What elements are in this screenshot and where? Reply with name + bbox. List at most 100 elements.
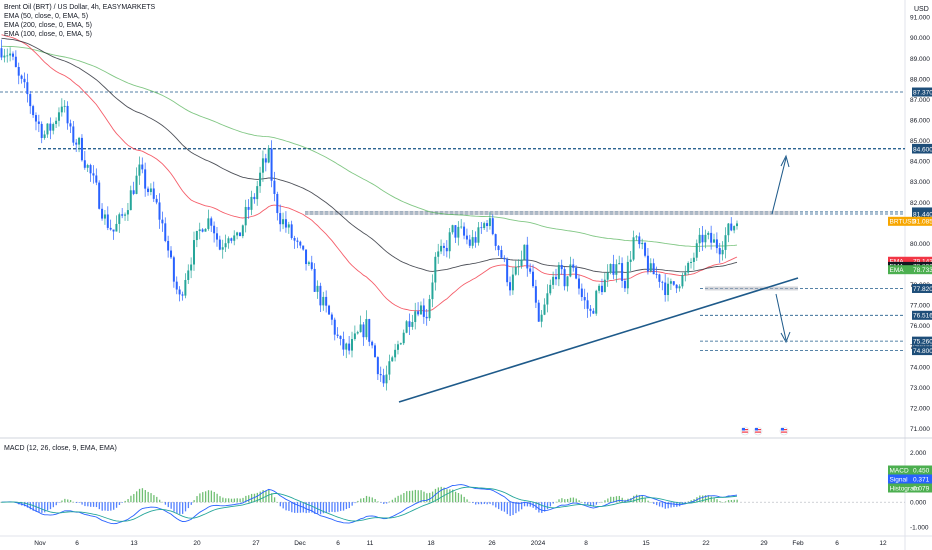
candle-body bbox=[330, 314, 333, 320]
candle-body bbox=[669, 281, 672, 284]
candle-body bbox=[509, 282, 512, 291]
macd-histogram-bar bbox=[391, 499, 394, 503]
macd-histogram-bar bbox=[673, 502, 675, 508]
macd-histogram-bar bbox=[679, 502, 681, 507]
macd-histogram-bar bbox=[104, 502, 106, 511]
macd-histogram-bar bbox=[684, 502, 687, 504]
macd-histogram-bar bbox=[716, 499, 718, 503]
macd-histogram-bar bbox=[340, 502, 342, 511]
candle-body bbox=[336, 334, 339, 336]
candle-body bbox=[43, 134, 46, 138]
candle-body bbox=[72, 126, 75, 143]
price-tick-label: 73.000 bbox=[910, 385, 930, 392]
macd-histogram-bar bbox=[176, 502, 178, 514]
candle-body bbox=[187, 270, 190, 280]
macd-histogram-bar bbox=[472, 502, 474, 504]
ema-lines bbox=[1, 34, 738, 312]
candle-body bbox=[376, 357, 379, 375]
us-flag-icon bbox=[755, 431, 761, 433]
candle-body bbox=[362, 324, 365, 338]
macd-histogram-bar bbox=[722, 502, 724, 503]
price-tag-value: 77.820 bbox=[913, 286, 932, 293]
price-tick-label: 90.000 bbox=[910, 35, 930, 42]
candle-body bbox=[155, 198, 158, 203]
candle-body bbox=[132, 190, 135, 194]
macd-histogram-bar bbox=[592, 502, 595, 507]
candle-body bbox=[66, 105, 69, 124]
candle-body bbox=[623, 280, 626, 289]
macd-histogram-bar bbox=[98, 502, 100, 510]
macd-histogram-bar bbox=[345, 502, 348, 510]
candle-body bbox=[98, 182, 101, 209]
candle-body bbox=[101, 208, 104, 219]
macd-histogram-bar bbox=[342, 502, 345, 511]
candle-body bbox=[724, 235, 727, 250]
macd-histogram-bar bbox=[159, 499, 161, 503]
candle-body bbox=[167, 240, 170, 251]
candle-body bbox=[537, 302, 540, 322]
candle-body bbox=[707, 232, 710, 235]
macd-histogram-bar bbox=[113, 502, 115, 510]
macd-histogram-bar bbox=[227, 498, 230, 503]
candle-body bbox=[672, 281, 675, 285]
time-tick-label: 11 bbox=[367, 540, 374, 547]
candle-body bbox=[247, 206, 250, 210]
candle-body bbox=[316, 285, 319, 292]
candle-body bbox=[204, 228, 207, 232]
macd-histogram-bar bbox=[199, 493, 201, 503]
macd-histogram-bar bbox=[644, 497, 646, 503]
candle-body bbox=[718, 248, 721, 255]
macd-histogram-bar bbox=[233, 498, 236, 503]
macd-pane bbox=[0, 484, 905, 525]
macd-histogram-bar bbox=[242, 497, 244, 503]
candle-body bbox=[690, 261, 693, 263]
macd-histogram-bar bbox=[446, 489, 448, 503]
candle-body bbox=[75, 142, 78, 145]
candle-body bbox=[89, 165, 92, 174]
macd-histogram-bar bbox=[357, 500, 359, 503]
candle-body bbox=[230, 238, 233, 241]
macd-histogram-bar bbox=[549, 502, 552, 507]
macd-histogram-bar bbox=[621, 497, 623, 503]
candle-body bbox=[667, 283, 670, 296]
candle-body bbox=[546, 293, 549, 305]
candle-body bbox=[190, 264, 193, 271]
candle-body bbox=[46, 123, 49, 135]
macd-histogram-bar bbox=[285, 502, 287, 511]
candle-body bbox=[287, 224, 290, 228]
macd-histogram-bar bbox=[408, 490, 411, 503]
macd-histogram-bar bbox=[541, 502, 543, 513]
candle-body bbox=[500, 250, 503, 258]
us-flag-icon bbox=[781, 431, 787, 433]
macd-histogram-bar bbox=[156, 496, 158, 503]
macd-histogram-bar bbox=[308, 502, 310, 513]
candle-body bbox=[23, 78, 26, 83]
candle-body bbox=[713, 239, 716, 243]
macd-tick-label: -1.000 bbox=[910, 524, 929, 531]
macd-histogram-bar bbox=[552, 502, 554, 504]
candle-body bbox=[144, 169, 147, 189]
candle-body bbox=[566, 276, 569, 287]
candle-body bbox=[129, 190, 132, 211]
macd-histogram-bar bbox=[23, 502, 26, 507]
candle-body bbox=[112, 229, 115, 232]
candle-body bbox=[328, 305, 331, 315]
macd-histogram-bar bbox=[411, 490, 414, 503]
candle-body bbox=[37, 121, 40, 124]
macd-histogram-bar bbox=[87, 502, 89, 507]
macd-histogram-bar bbox=[670, 502, 672, 508]
macd-histogram-bar bbox=[276, 502, 279, 503]
macd-histogram-bar bbox=[101, 502, 103, 511]
macd-histogram-bar bbox=[544, 502, 546, 512]
candle-body bbox=[649, 263, 652, 272]
candle-body bbox=[549, 284, 552, 294]
candle-body bbox=[244, 206, 247, 226]
candle-body bbox=[540, 314, 543, 322]
macd-histogram-bar bbox=[604, 500, 606, 503]
price-tag bbox=[912, 346, 932, 356]
macd-histogram-bar bbox=[612, 496, 615, 503]
candle-body bbox=[175, 281, 178, 290]
macd-histogram-bar bbox=[587, 502, 589, 506]
